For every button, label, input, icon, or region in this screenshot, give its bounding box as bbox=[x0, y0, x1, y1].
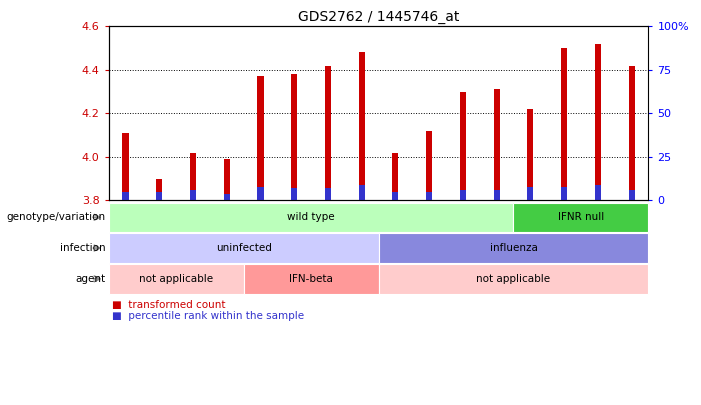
Bar bbox=[123, 133, 128, 200]
Bar bbox=[379, 233, 648, 263]
Bar bbox=[426, 192, 433, 200]
Bar bbox=[325, 188, 331, 200]
Text: genotype/variation: genotype/variation bbox=[6, 212, 105, 222]
Bar bbox=[291, 188, 297, 200]
Text: IFN-beta: IFN-beta bbox=[289, 274, 333, 284]
Text: agent: agent bbox=[75, 274, 105, 284]
Bar bbox=[257, 187, 264, 200]
Bar bbox=[244, 264, 379, 294]
Bar bbox=[629, 190, 634, 200]
Bar bbox=[527, 187, 533, 200]
Text: ■  percentile rank within the sample: ■ percentile rank within the sample bbox=[112, 311, 304, 321]
Bar bbox=[190, 153, 196, 200]
Bar bbox=[156, 192, 163, 200]
Bar bbox=[426, 131, 433, 200]
Bar bbox=[460, 190, 466, 200]
Bar bbox=[561, 48, 567, 200]
Text: IFNR null: IFNR null bbox=[558, 212, 604, 222]
Bar bbox=[109, 202, 514, 232]
Bar bbox=[109, 233, 379, 263]
Text: uninfected: uninfected bbox=[216, 243, 271, 253]
Bar bbox=[494, 190, 500, 200]
Bar bbox=[257, 77, 264, 200]
Bar bbox=[291, 74, 297, 200]
Bar bbox=[224, 194, 230, 200]
Bar bbox=[561, 187, 567, 200]
Text: GDS2762 / 1445746_at: GDS2762 / 1445746_at bbox=[298, 10, 459, 24]
Bar bbox=[325, 66, 331, 200]
Bar bbox=[156, 179, 163, 200]
Bar bbox=[224, 159, 230, 200]
Text: not applicable: not applicable bbox=[139, 274, 213, 284]
Bar bbox=[494, 90, 500, 200]
Text: ■  transformed count: ■ transformed count bbox=[112, 300, 226, 309]
Bar bbox=[393, 153, 398, 200]
Bar bbox=[123, 192, 128, 200]
Bar bbox=[527, 109, 533, 200]
Bar bbox=[514, 202, 648, 232]
Bar bbox=[393, 192, 398, 200]
Bar bbox=[190, 190, 196, 200]
Bar bbox=[594, 44, 601, 200]
Bar bbox=[379, 264, 648, 294]
Bar bbox=[594, 185, 601, 200]
Bar bbox=[460, 92, 466, 200]
Bar bbox=[359, 185, 365, 200]
Text: not applicable: not applicable bbox=[477, 274, 550, 284]
Bar bbox=[359, 52, 365, 200]
Bar bbox=[629, 66, 634, 200]
Text: wild type: wild type bbox=[287, 212, 335, 222]
Text: infection: infection bbox=[60, 243, 105, 253]
Bar bbox=[109, 264, 244, 294]
Text: influenza: influenza bbox=[489, 243, 538, 253]
